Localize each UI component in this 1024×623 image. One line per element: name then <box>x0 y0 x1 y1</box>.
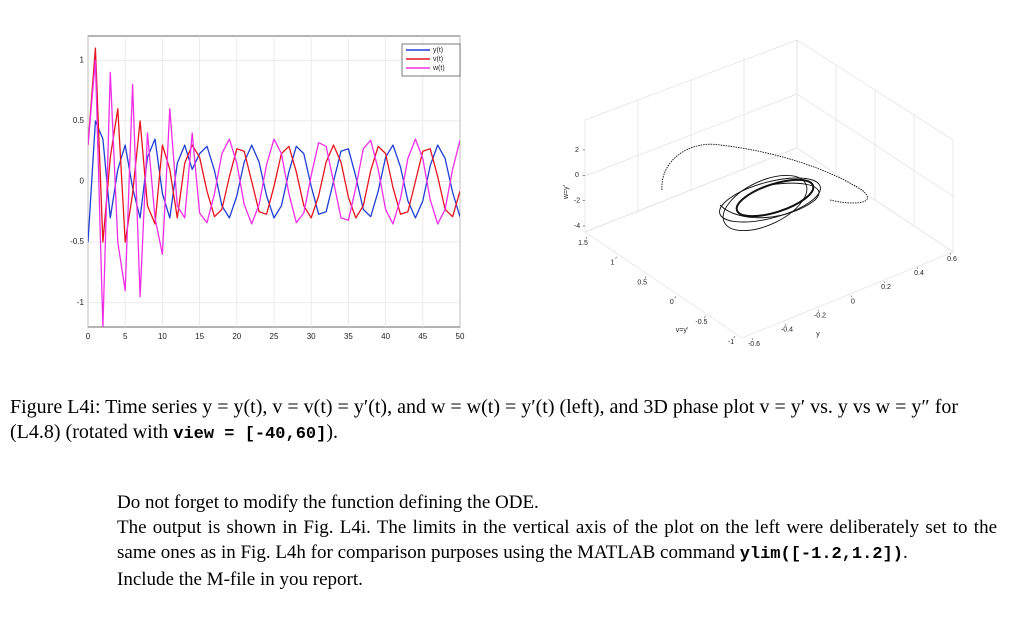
tick-mark <box>585 236 588 239</box>
tick-label: 2 <box>575 147 579 154</box>
series-line <box>88 59 460 327</box>
paragraph: Do not forget to modify the function def… <box>117 492 539 513</box>
phase-curve <box>661 143 868 232</box>
z-axis-label: w=y' <box>563 185 570 200</box>
tick-label: -0.4 <box>781 327 793 334</box>
legend-label: w(t) <box>432 65 445 72</box>
y-tick-label: 0 <box>80 177 85 186</box>
x-tick-label: 20 <box>232 332 241 341</box>
tick-mark <box>916 267 918 270</box>
tick-mark <box>674 296 677 299</box>
tick-mark <box>751 337 753 340</box>
tick-label: 1.5 <box>578 240 588 247</box>
tick-mark <box>949 252 951 255</box>
paragraph: The output is shown in Fig. L4i. The lim… <box>117 515 997 567</box>
tick-mark <box>850 295 852 298</box>
tick-label: 0.5 <box>637 279 647 286</box>
caption: Figure L4i: Time series y = y(t), v = v(… <box>10 395 1010 447</box>
caption-code: view = [-40,60] <box>173 425 327 444</box>
tick-label: 0 <box>851 298 855 305</box>
x-tick-label: 50 <box>456 332 465 341</box>
x-tick-label: 15 <box>195 332 204 341</box>
tick-mark <box>615 256 617 259</box>
paragraph: Include the M-file in you report. <box>117 569 363 590</box>
y-tick-label: -1 <box>77 298 85 307</box>
body-text: Do not forget to modify the function def… <box>117 490 997 592</box>
tick-label: -0.6 <box>748 341 760 348</box>
tick-label: -0.5 <box>695 319 707 326</box>
x-tick-label: 45 <box>418 332 427 341</box>
tick-mark <box>733 335 736 338</box>
tick-label: -1 <box>728 339 734 346</box>
tick-label: 0 <box>575 172 579 179</box>
legend-label: v(t) <box>433 56 443 63</box>
tick-label: 1 <box>611 260 615 267</box>
box-3d <box>584 39 954 339</box>
tick-mark <box>883 281 885 284</box>
x-tick-label: 25 <box>270 332 279 341</box>
x-tick-label: 5 <box>123 332 128 341</box>
x-axis-label: v=y' <box>676 327 688 334</box>
y-axis-label: y <box>816 331 820 338</box>
tick-label: 0 <box>670 299 674 306</box>
tick-label: -2 <box>574 198 580 205</box>
caption-text: Figure L4i: Time series y = y(t), v = v(… <box>10 396 959 443</box>
caption-end: ). <box>326 421 338 443</box>
tick-mark <box>644 276 647 279</box>
legend-label: y(t) <box>433 47 443 54</box>
text: . <box>902 542 908 563</box>
text: The output is shown in Fig. L4i. The lim… <box>117 517 997 563</box>
series-line <box>88 120 460 243</box>
y-tick-label: 0.5 <box>73 116 85 125</box>
tick-label: 0.6 <box>947 256 957 263</box>
tick-label: 0.2 <box>881 284 891 291</box>
tick-mark <box>817 309 819 312</box>
x-tick-label: 40 <box>381 332 390 341</box>
tick-label: -0.2 <box>814 313 826 320</box>
x-tick-label: 30 <box>307 332 316 341</box>
y-tick-label: -0.5 <box>70 237 84 246</box>
tick-label: 0.4 <box>914 270 924 277</box>
tick-label: -4 <box>574 223 580 230</box>
code: ylim([-1.2,1.2]) <box>739 545 903 564</box>
tick-mark <box>784 323 786 326</box>
figure: 0 5 10 15 20 25 30 35 40 45 50-1-0.500.51y(t)v(t)w… <box>70 35 957 348</box>
y-tick-label: 1 <box>80 55 85 64</box>
x-tick-label: 0 <box>86 332 91 341</box>
tick-mark <box>703 316 706 319</box>
x-tick-label: 35 <box>344 332 353 341</box>
x-tick-label: 10 <box>158 332 167 341</box>
legend-box <box>401 43 461 77</box>
